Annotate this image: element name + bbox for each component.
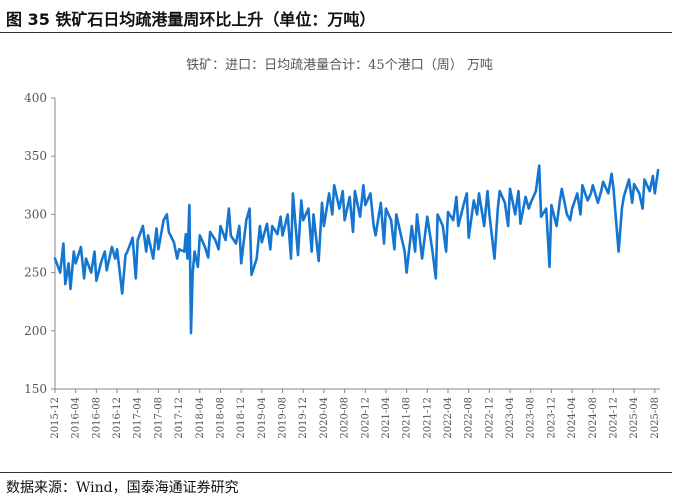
x-tick-label: 2018-08	[215, 397, 226, 439]
x-tick-label: 2024-04	[567, 397, 578, 439]
x-tick-label: 2022-12	[484, 397, 495, 439]
x-tick-label: 2019-12	[298, 397, 309, 439]
y-tick-label: 200	[24, 324, 47, 338]
bottom-rule	[0, 472, 672, 473]
x-tick-label: 2017-04	[133, 397, 144, 439]
x-tick-label: 2020-08	[340, 397, 351, 439]
x-tick-label: 2017-08	[153, 397, 164, 439]
x-tick-label: 2020-12	[360, 397, 371, 439]
x-tick-label: 2016-08	[91, 397, 102, 439]
chart-title: 铁矿：进口：日均疏港量合计：45个港口（周） 万吨	[186, 58, 493, 73]
top-rule	[0, 32, 672, 33]
x-tick-label: 2017-12	[174, 397, 185, 439]
y-tick-label: 150	[24, 382, 47, 396]
series-line	[53, 164, 660, 335]
figure-title: 图 35 铁矿石日均疏港量周环比上升（单位：万吨）	[6, 10, 376, 29]
x-tick-label: 2019-04	[257, 397, 268, 439]
x-tick-label: 2023-08	[526, 397, 537, 439]
x-tick-label: 2022-08	[464, 397, 475, 439]
x-tick-label: 2015-12	[50, 397, 61, 439]
x-tick-label: 2021-08	[402, 397, 413, 439]
x-tick-label: 2025-08	[650, 397, 661, 439]
x-tick-label: 2016-04	[71, 397, 82, 439]
axes	[51, 97, 660, 393]
x-tick-label: 2021-12	[422, 397, 433, 439]
y-tick-label: 400	[24, 91, 47, 105]
x-tick-label: 2020-04	[319, 397, 330, 439]
y-tick-label: 350	[24, 149, 47, 163]
x-tick-labels: 2015-12 2016-04 2016-08 2016-12 2017-04 2017-…	[50, 397, 661, 439]
source-note: 数据来源：Wind，国泰海通证券研究	[6, 480, 239, 496]
x-tick-label: 2025-04	[629, 397, 640, 439]
x-tick-label: 2021-04	[381, 397, 392, 439]
x-tick-label: 2023-04	[505, 397, 516, 439]
x-tick-label: 2022-04	[443, 397, 454, 439]
x-tick-label: 2018-04	[195, 397, 206, 439]
x-tick-label: 2018-12	[236, 397, 247, 439]
x-tick-label: 2016-12	[112, 397, 123, 439]
x-tick-label: 2024-12	[608, 397, 619, 439]
x-tick-label: 2024-08	[588, 397, 599, 439]
y-tick-label: 250	[24, 266, 47, 280]
x-tick-label: 2023-12	[546, 397, 557, 439]
y-tick-labels: 150 200 250 300 350 400	[24, 91, 47, 396]
series-group	[53, 164, 660, 335]
x-tick-label: 2019-08	[278, 397, 289, 439]
y-tick-label: 300	[24, 207, 47, 221]
